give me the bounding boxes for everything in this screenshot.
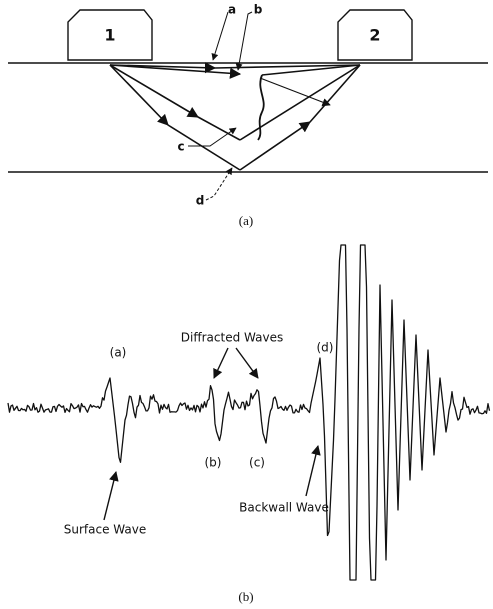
ray-backwall-3 [240,122,310,170]
annotation: Diffracted Waves [181,331,283,345]
ray-label: b [254,3,263,17]
leader-c [188,128,236,146]
ray-return [260,78,330,105]
peak-label: (a) [110,346,127,360]
annotation: Backwall Wave [239,501,329,515]
arrow [214,348,228,378]
diagram-a [8,10,488,200]
arrow [236,348,258,378]
arrow [104,472,116,520]
peak-label: (d) [317,341,334,355]
ray-label: d [196,194,205,208]
peak-label: (b) [205,456,222,470]
caption: (a) [239,213,253,228]
annotation: Surface Wave [64,523,146,537]
annotation-arrows [104,348,318,520]
leader-b [238,12,252,70]
ray-label: a [228,3,236,17]
figure: 1 2 a b c d (a) Diffracted Waves (a) (b)… [0,0,493,609]
probe-label: 2 [369,26,380,45]
ray-bottom-tip-1 [110,65,198,117]
ray-label: c [177,140,184,154]
ray-backwall-4 [310,65,360,122]
arrow [306,446,318,496]
caption: (b) [238,589,253,604]
peak-label: (c) [249,456,265,470]
leader-a [213,12,228,60]
crack [258,75,264,140]
probe-label: 1 [104,26,115,45]
ray-bottom-tip-2 [198,117,240,140]
